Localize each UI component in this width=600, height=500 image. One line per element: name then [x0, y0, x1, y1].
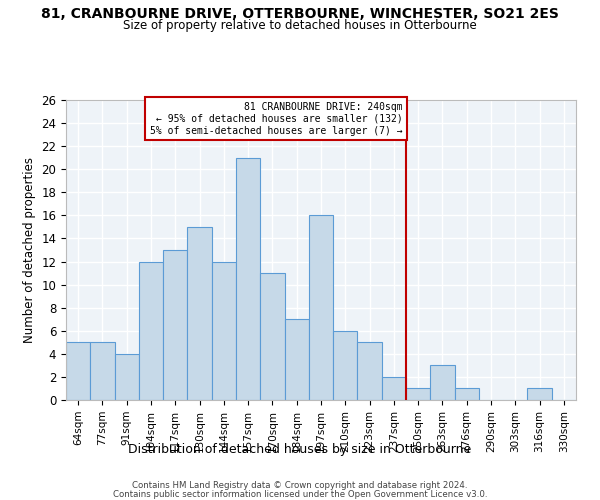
- Text: 81 CRANBOURNE DRIVE: 240sqm
← 95% of detached houses are smaller (132)
5% of sem: 81 CRANBOURNE DRIVE: 240sqm ← 95% of det…: [150, 102, 403, 136]
- Bar: [163, 250, 187, 400]
- Bar: [333, 331, 358, 400]
- Bar: [309, 216, 333, 400]
- Bar: [66, 342, 90, 400]
- Text: Contains HM Land Registry data © Crown copyright and database right 2024.: Contains HM Land Registry data © Crown c…: [132, 481, 468, 490]
- Bar: [455, 388, 479, 400]
- Bar: [260, 273, 284, 400]
- Text: Distribution of detached houses by size in Otterbourne: Distribution of detached houses by size …: [128, 442, 472, 456]
- Bar: [139, 262, 163, 400]
- Bar: [430, 366, 455, 400]
- Bar: [236, 158, 260, 400]
- Bar: [406, 388, 430, 400]
- Bar: [284, 319, 309, 400]
- Text: 81, CRANBOURNE DRIVE, OTTERBOURNE, WINCHESTER, SO21 2ES: 81, CRANBOURNE DRIVE, OTTERBOURNE, WINCH…: [41, 8, 559, 22]
- Bar: [382, 377, 406, 400]
- Bar: [90, 342, 115, 400]
- Bar: [212, 262, 236, 400]
- Text: Size of property relative to detached houses in Otterbourne: Size of property relative to detached ho…: [123, 18, 477, 32]
- Text: Contains public sector information licensed under the Open Government Licence v3: Contains public sector information licen…: [113, 490, 487, 499]
- Y-axis label: Number of detached properties: Number of detached properties: [23, 157, 36, 343]
- Bar: [358, 342, 382, 400]
- Bar: [187, 227, 212, 400]
- Bar: [115, 354, 139, 400]
- Bar: [527, 388, 552, 400]
